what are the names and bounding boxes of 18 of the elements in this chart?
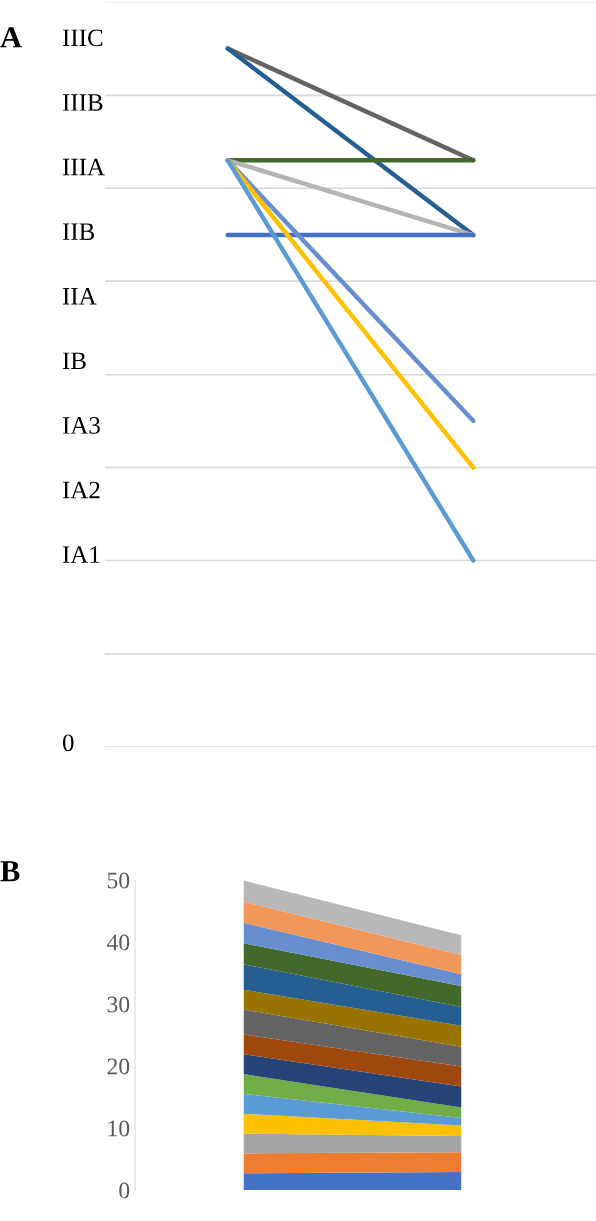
y-tick-label: 10 [108, 1120, 130, 1137]
text: IIIC [62, 29, 103, 47]
text: IA2 [62, 481, 100, 499]
text: 0 [62, 734, 74, 752]
y-tick-label: 30 [107, 996, 130, 1013]
y-tick-label: 50 [107, 872, 130, 889]
text: IA1 [62, 546, 100, 563]
text: IIIB [62, 94, 103, 111]
chart-title: B [0, 861, 20, 882]
y-tick-label: 40 [106, 934, 130, 951]
y-tick-label: 0 [119, 1182, 130, 1199]
text: IIB [62, 223, 95, 240]
chart-title: A [0, 27, 22, 48]
text: IIA [62, 287, 97, 305]
y-tick-label: 20 [107, 1058, 130, 1075]
text: IIIA [62, 158, 105, 176]
text: IB [62, 352, 86, 370]
text: IA3 [62, 417, 100, 434]
